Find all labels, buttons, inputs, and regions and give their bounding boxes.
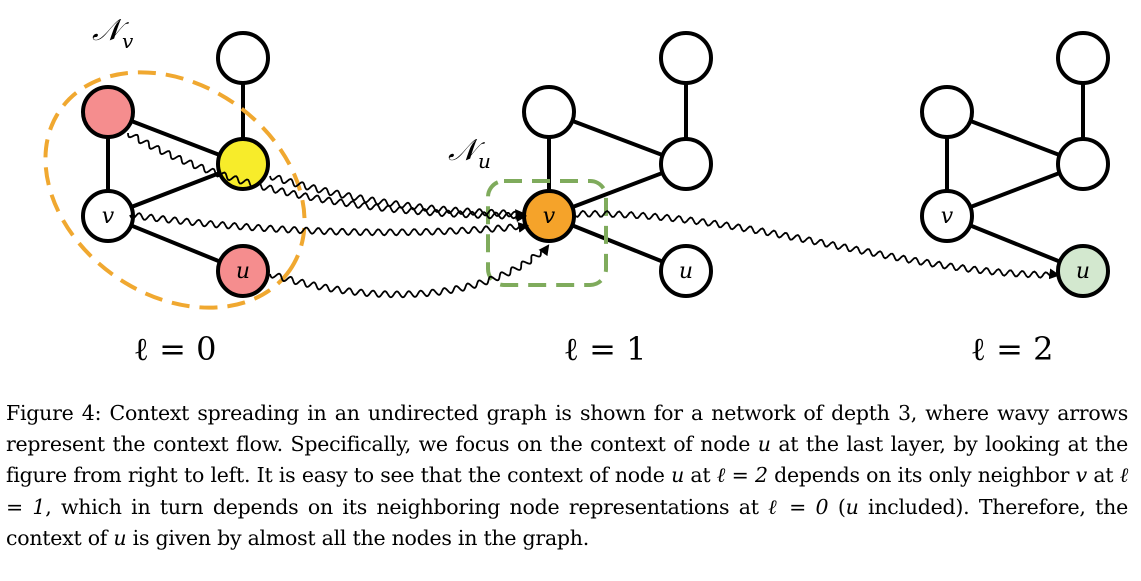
neighborhood-u-subscript: u: [478, 149, 491, 173]
layer0-top-node: [216, 31, 270, 85]
layer-2-graph: v u ℓ = 2: [920, 31, 1110, 368]
layer2-top-node: [1056, 31, 1110, 85]
layer0-pink-node: [81, 85, 135, 139]
wavy-arrow-u0-to-v1: [269, 244, 550, 299]
caption-label: Figure 4:: [6, 401, 102, 425]
layer0-node-u-label: u: [236, 259, 250, 284]
layer2-node-u-label: u: [1076, 259, 1090, 284]
caption-text-1: Context spreading in an undirected graph…: [6, 401, 1128, 457]
wavy-arrow-pink-to-v1: [127, 132, 528, 223]
caption-text-2: at the last layer, by looking at the fig…: [6, 432, 1128, 488]
caption-math-u: u: [845, 494, 859, 519]
caption-text-6: , which in turn depends on its neighbori…: [45, 494, 769, 519]
caption-text-9: is given by almost all the nodes in the …: [126, 525, 590, 550]
layer0-node-v-label: v: [102, 204, 115, 229]
layer1-node-v-label: v: [543, 204, 556, 229]
caption-math-u: u: [757, 432, 771, 457]
layer0-node-u: [216, 244, 270, 298]
caption-text-4: depends on its only neighbor: [767, 463, 1076, 488]
caption-math-u: u: [113, 525, 127, 550]
caption-text-5: at: [1086, 463, 1120, 488]
wavy-arrow-v0-to-v1: [129, 212, 530, 237]
layer1-right-node: [659, 137, 713, 191]
caption-math-ell: ℓ = 0: [768, 494, 829, 519]
figure-caption: Figure 4: Context spreading in an undire…: [6, 398, 1128, 554]
wavy-arrow-yellow-to-v1: [269, 174, 527, 220]
layer-1-graph: 𝒩 u v u ℓ = 1: [448, 31, 713, 368]
layer2-left-node: [920, 85, 974, 139]
layer0-node-v: [81, 189, 135, 243]
caption-math-u: u: [671, 463, 685, 488]
layer-0-graph: 𝒩 v v u ℓ = 0: [43, 13, 307, 368]
wavy-arrow-v1-to-u2: [573, 209, 1061, 280]
layer1-node-u-label: u: [679, 259, 693, 284]
layer1-node-u: [659, 244, 713, 298]
caption-math-ell: ℓ = 2: [716, 463, 768, 488]
layer-1-label: ℓ = 1: [564, 330, 647, 368]
graph-figure: 𝒩 v v u ℓ = 0 𝒩 u v u ℓ = 1: [43, 13, 1110, 368]
caption-text-3: at: [684, 463, 717, 488]
layer1-top-node: [659, 31, 713, 85]
neighborhood-v-outline: [43, 70, 307, 310]
layer-0-label: ℓ = 0: [134, 330, 217, 368]
caption-math-ell: ℓ = 1: [6, 463, 1128, 519]
context-flow-arrows: [127, 132, 1061, 299]
layer2-node-v: [920, 189, 974, 243]
layer1-left-node: [522, 85, 576, 139]
caption-text-8: included). Therefore, the context of: [6, 494, 1128, 550]
neighborhood-v-subscript: v: [122, 29, 134, 53]
caption-text-7: (: [828, 494, 846, 519]
layer2-right-node: [1056, 137, 1110, 191]
layer2-node-v-label: v: [941, 204, 954, 229]
caption-math-v: v: [1075, 463, 1088, 488]
neighborhood-u-outline: [486, 179, 608, 287]
layer0-yellow-node: [216, 137, 270, 191]
layer-2-label: ℓ = 2: [971, 330, 1054, 368]
